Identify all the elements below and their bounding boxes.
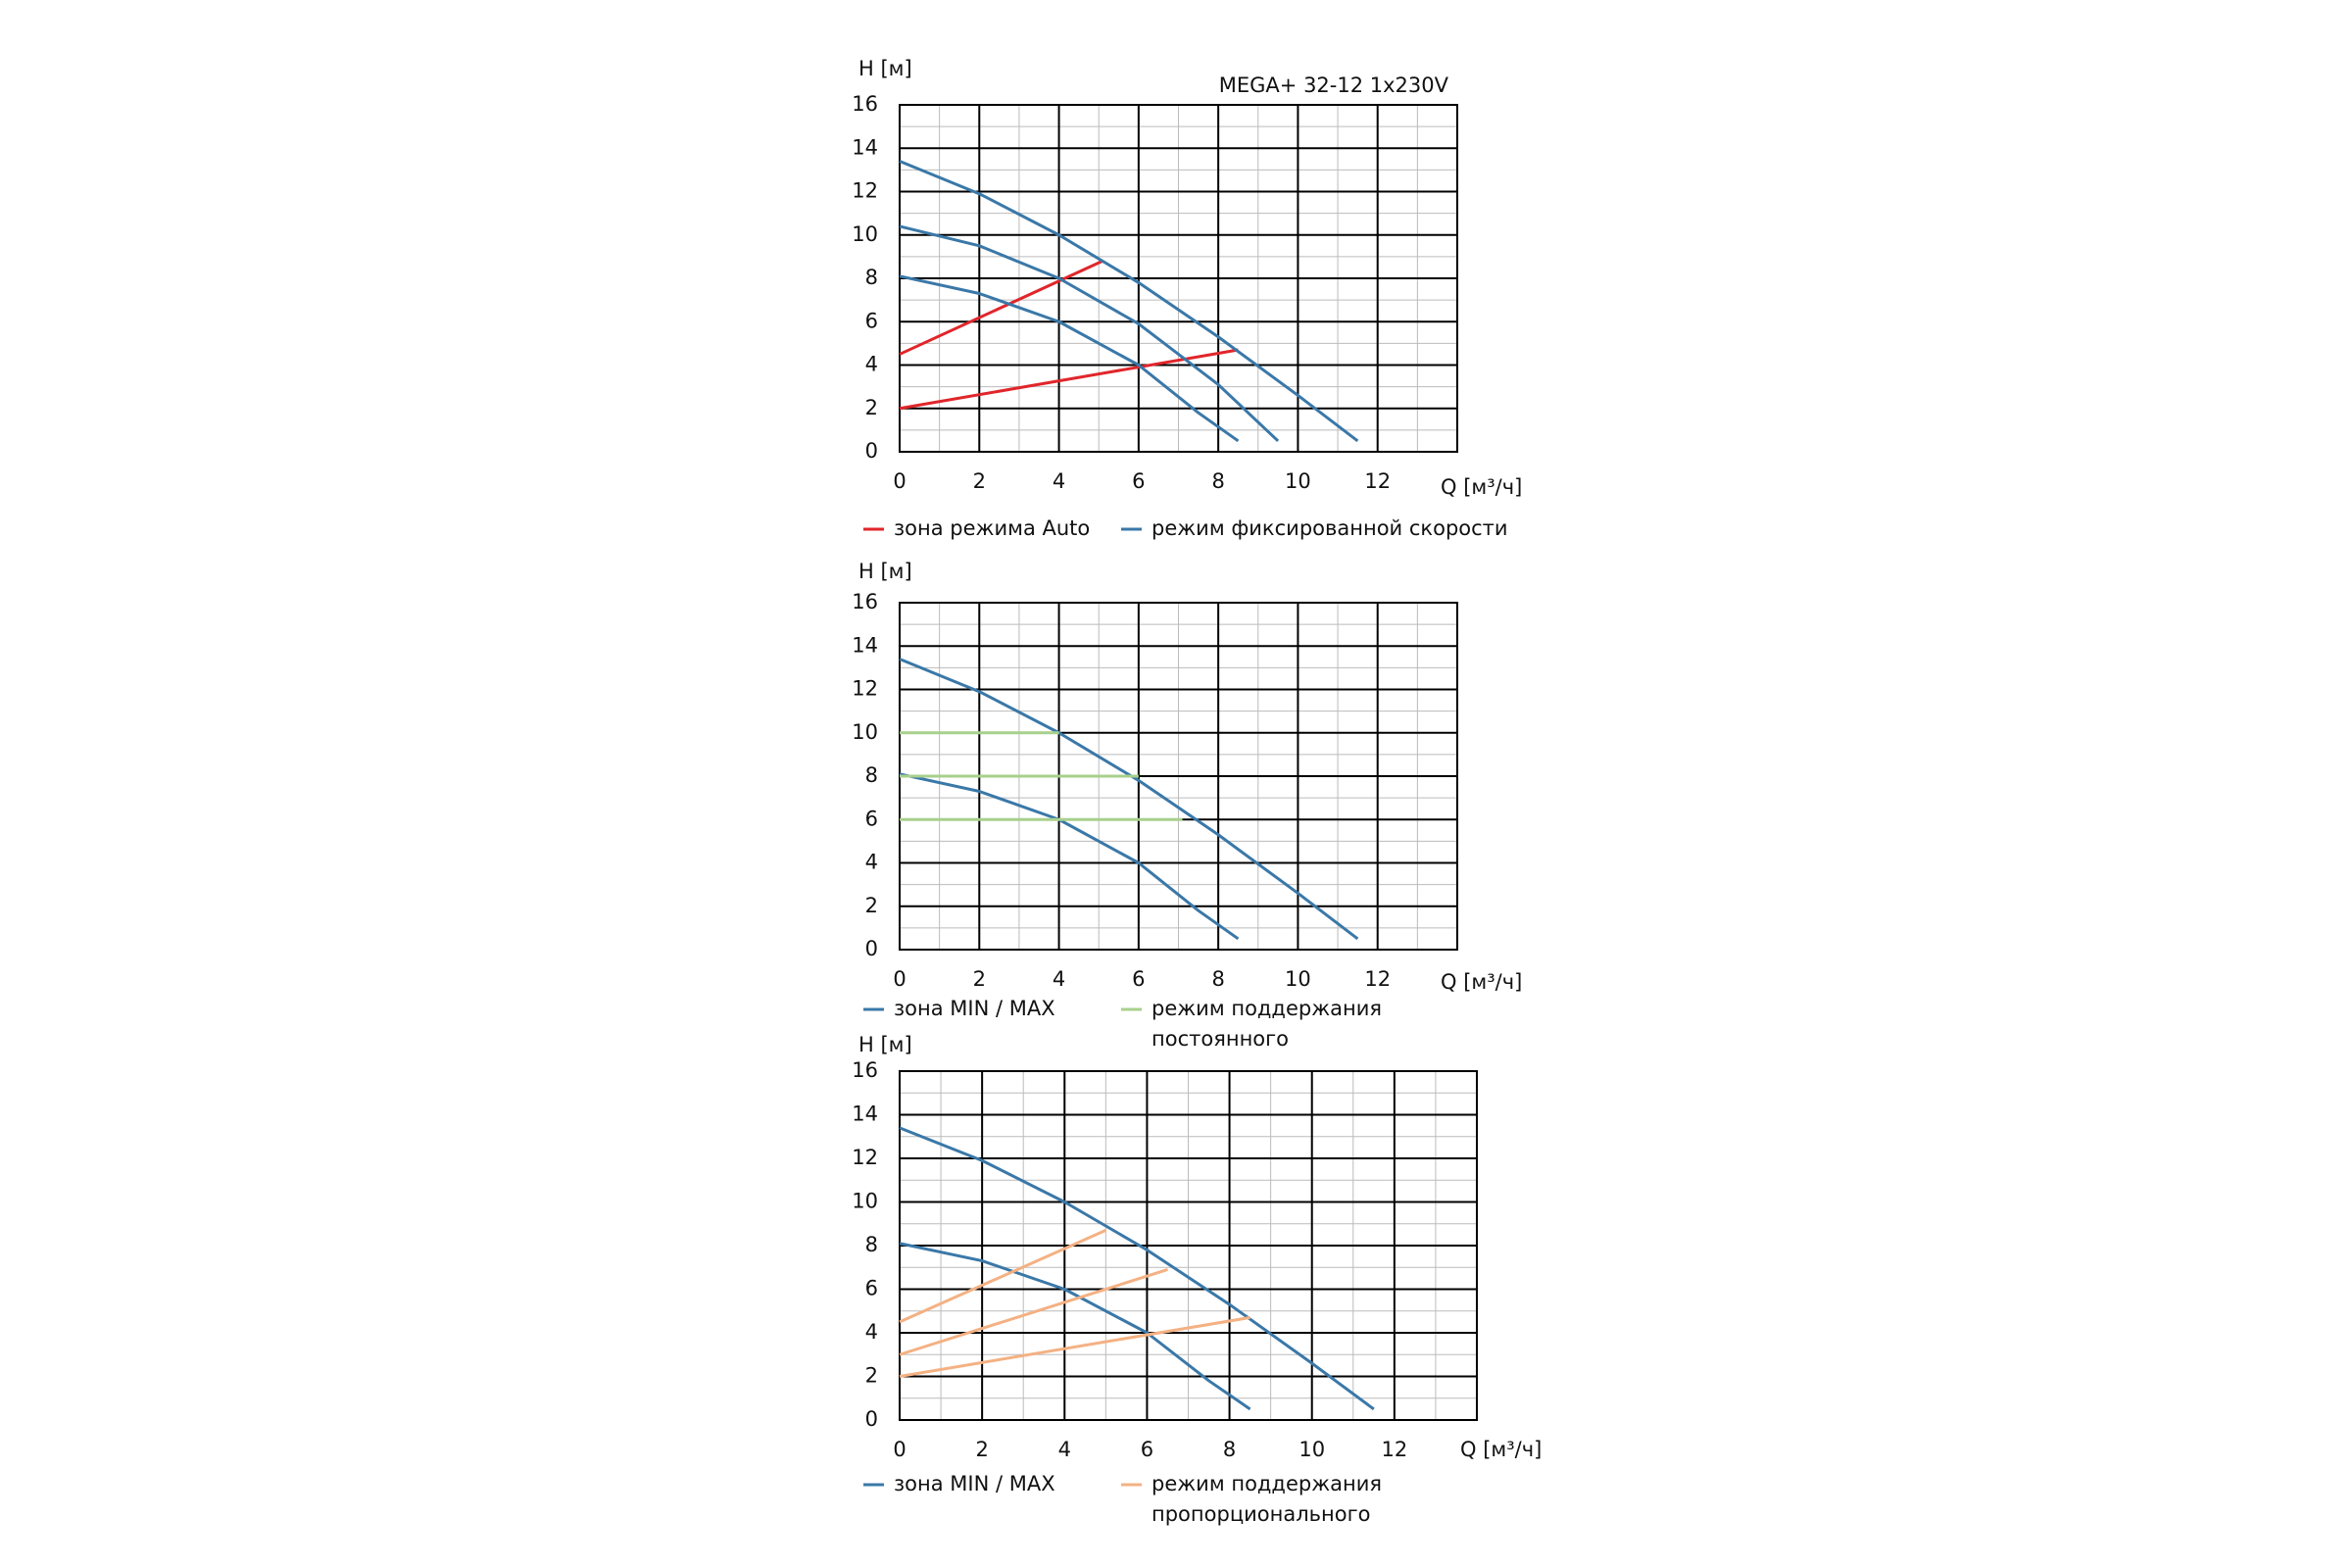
legend-item: зона MIN / MAX — [894, 1472, 1055, 1495]
y-tick-label: 2 — [865, 396, 878, 419]
series-line — [899, 1126, 1375, 1411]
y-tick-label: 6 — [865, 1277, 878, 1300]
y-tick-label: 14 — [852, 633, 878, 657]
x-tick-label: 4 — [1053, 469, 1065, 493]
legend-label: зона режима Auto — [894, 516, 1091, 540]
x-tick-label: 12 — [1364, 469, 1391, 493]
x-tick-label: 8 — [1211, 469, 1224, 493]
series-line — [899, 259, 1239, 411]
legend-label: режим фиксированной скорости — [1152, 516, 1508, 540]
x-tick-label: 6 — [1132, 469, 1145, 493]
x-tick-label: 4 — [1053, 967, 1065, 991]
series-line — [899, 658, 1359, 941]
x-tick-label: 8 — [1211, 967, 1224, 991]
legend-item: режим поддержания постоянного давления — [1152, 997, 1382, 1062]
x-tick-label: 12 — [1364, 967, 1391, 991]
y-tick-label: 12 — [852, 1146, 878, 1169]
x-tick-label: 2 — [973, 469, 986, 493]
y-tick-label: 16 — [852, 590, 878, 613]
legend-item: зона режима Auto — [894, 516, 1091, 540]
x-tick-label: 10 — [1285, 469, 1311, 493]
y-tick-label: 6 — [865, 807, 878, 830]
y-tick-label: 12 — [852, 179, 878, 203]
x-tick-label: 2 — [973, 967, 986, 991]
series-line — [899, 1229, 1250, 1378]
y-tick-label: 14 — [852, 1102, 878, 1126]
y-tick-label: 12 — [852, 677, 878, 701]
y-tick-label: 14 — [852, 135, 878, 159]
y-tick-label: 4 — [865, 1320, 878, 1344]
y-tick-label: 10 — [852, 1190, 878, 1213]
x-tick-label: 0 — [893, 967, 906, 991]
legend-label: режим поддержания постоянного давления — [1152, 997, 1382, 1062]
y-tick-label: 0 — [865, 937, 878, 960]
series-line — [899, 160, 1359, 443]
y-tick-label: 0 — [865, 439, 878, 463]
x-tick-label: 0 — [893, 1438, 906, 1461]
x-tick-label: 6 — [1132, 967, 1145, 991]
y-tick-label: 8 — [865, 1233, 878, 1256]
plot-frame — [899, 104, 1458, 453]
x-tick-label: 10 — [1285, 967, 1311, 991]
y-tick-label: 16 — [852, 1058, 878, 1082]
y-tick-label: 16 — [852, 92, 878, 116]
x-tick-label: 4 — [1058, 1438, 1071, 1461]
x-tick-label: 8 — [1223, 1438, 1236, 1461]
legend-label: зона MIN / MAX — [894, 1472, 1055, 1495]
x-tick-label: 2 — [975, 1438, 988, 1461]
y-tick-label: 0 — [865, 1407, 878, 1431]
y-axis-label: H [м] — [858, 57, 912, 80]
y-tick-label: 10 — [852, 222, 878, 246]
plot-frame — [899, 1070, 1478, 1421]
x-tick-label: 12 — [1381, 1438, 1407, 1461]
y-tick-label: 8 — [865, 266, 878, 289]
legend-label: режим поддержания пропорционального давл… — [1152, 1472, 1382, 1538]
y-tick-label: 2 — [865, 1364, 878, 1388]
y-tick-label: 4 — [865, 353, 878, 376]
y-tick-label: 6 — [865, 309, 878, 332]
x-axis-label: Q [м³/ч] — [1441, 970, 1522, 994]
y-tick-label: 2 — [865, 894, 878, 917]
x-axis-label: Q [м³/ч] — [1460, 1438, 1542, 1461]
x-tick-label: 10 — [1298, 1438, 1325, 1461]
y-tick-label: 8 — [865, 763, 878, 787]
y-axis-label: H [м] — [858, 560, 912, 583]
x-axis-label: Q [м³/ч] — [1441, 475, 1522, 499]
legend-label: зона MIN / MAX — [894, 997, 1055, 1020]
chart-title: MEGA+ 32-12 1x230V — [1219, 74, 1449, 97]
legend-item: режим поддержания пропорционального давл… — [1152, 1472, 1382, 1538]
legend-item: зона MIN / MAX — [894, 997, 1055, 1020]
legend-item: режим фиксированной скорости — [1152, 516, 1508, 540]
x-tick-label: 6 — [1141, 1438, 1153, 1461]
series-line — [900, 731, 1183, 821]
y-tick-label: 4 — [865, 851, 878, 874]
y-tick-label: 10 — [852, 720, 878, 744]
y-axis-label: H [м] — [858, 1033, 912, 1056]
x-tick-label: 0 — [893, 469, 906, 493]
